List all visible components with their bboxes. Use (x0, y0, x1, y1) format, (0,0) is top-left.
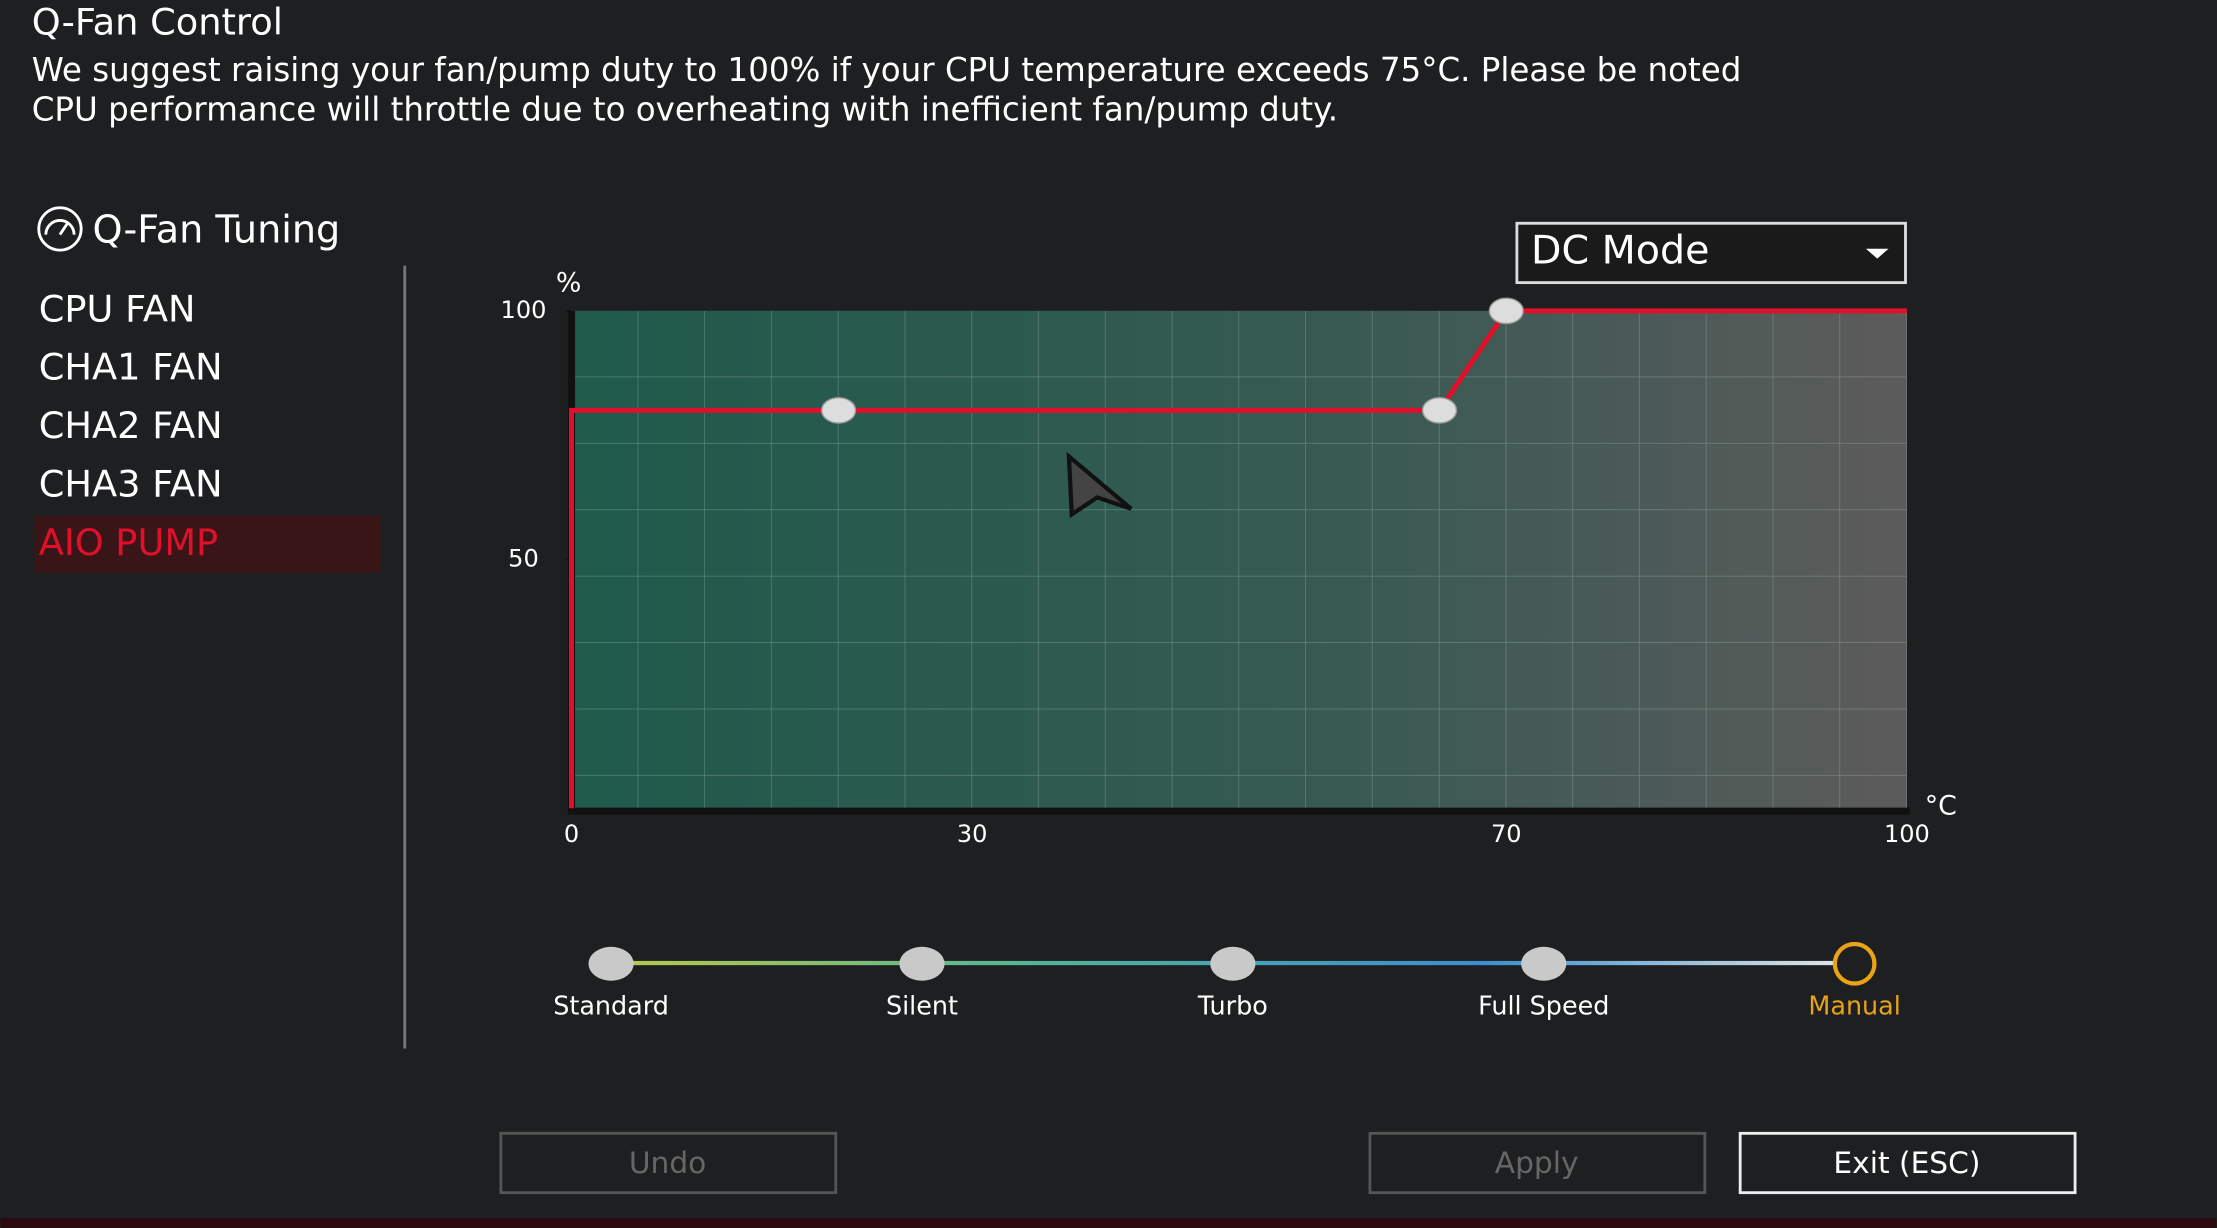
preset-knob (899, 946, 945, 981)
y-unit: % (556, 268, 582, 299)
fan-label: AIO PUMP (39, 521, 218, 564)
button-label: Apply (1495, 1145, 1579, 1180)
fan-label: CPU FAN (39, 287, 196, 330)
fan-label: CHA2 FAN (39, 404, 223, 447)
x-tick-label: 30 (957, 820, 988, 848)
preset-label: Silent (886, 991, 958, 1021)
x-tick-label: 0 (564, 820, 579, 848)
curve-handle[interactable] (1488, 297, 1524, 325)
undo-button[interactable]: Undo (499, 1131, 838, 1195)
preset[interactable]: Standard (553, 946, 669, 1021)
button-label: Exit (ESC) (1833, 1145, 1980, 1180)
notice: CPU performance will throttle due to ove… (32, 91, 1338, 129)
notice: We suggest raising your fan/pump duty to… (32, 51, 1742, 89)
preset-knob (1832, 941, 1877, 986)
fan-label: CHA3 FAN (39, 462, 223, 505)
preset-knob (1521, 946, 1567, 981)
title: Q-Fan Control (32, 1, 283, 44)
preset[interactable]: Silent (886, 946, 958, 1021)
tuning-icon (37, 206, 83, 252)
curve-handle[interactable] (1421, 396, 1458, 424)
exit-button[interactable]: Exit (ESC) (1738, 1131, 2077, 1195)
preset[interactable]: Full Speed (1478, 946, 1609, 1021)
fan-selected-bg (34, 516, 381, 573)
fan-item[interactable]: AIO PUMP (34, 516, 381, 573)
preset-label: Turbo (1197, 991, 1268, 1021)
preset-label: Standard (553, 991, 669, 1021)
bottom-strip (0, 1218, 2217, 1228)
fan-curve (569, 308, 1907, 809)
y-tick-label: 50 (508, 545, 539, 573)
dropdown-label: DC Mode (1531, 227, 1709, 273)
mode-dropdown[interactable]: DC Mode (1515, 221, 1907, 285)
section-title: Q-Fan Tuning (92, 207, 340, 251)
y-tick-label: 100 (501, 296, 547, 324)
curve-handle[interactable] (820, 396, 857, 424)
fan-label: CHA1 FAN (39, 346, 223, 389)
preset-label: Manual (1808, 991, 1900, 1021)
button-label: Undo (629, 1145, 706, 1180)
preset-label: Full Speed (1478, 991, 1609, 1021)
preset[interactable]: Manual (1808, 941, 1901, 1021)
x-unit: °C (1925, 790, 1957, 821)
fan-item[interactable]: CHA3 FAN (39, 462, 223, 505)
preset-knob (588, 946, 634, 981)
preset-knob (1210, 946, 1256, 981)
preset[interactable]: Turbo (1197, 946, 1268, 1021)
x-tick-label: 70 (1491, 820, 1522, 848)
fan-item[interactable]: CPU FAN (39, 287, 196, 330)
apply-button[interactable]: Apply (1368, 1131, 1707, 1195)
plot-grid (571, 310, 1907, 809)
fan-item[interactable]: CHA1 FAN (39, 346, 223, 389)
fan-item[interactable]: CHA2 FAN (39, 404, 223, 447)
cursor (1066, 451, 1133, 519)
x-tick-label: 100 (1884, 820, 1930, 848)
